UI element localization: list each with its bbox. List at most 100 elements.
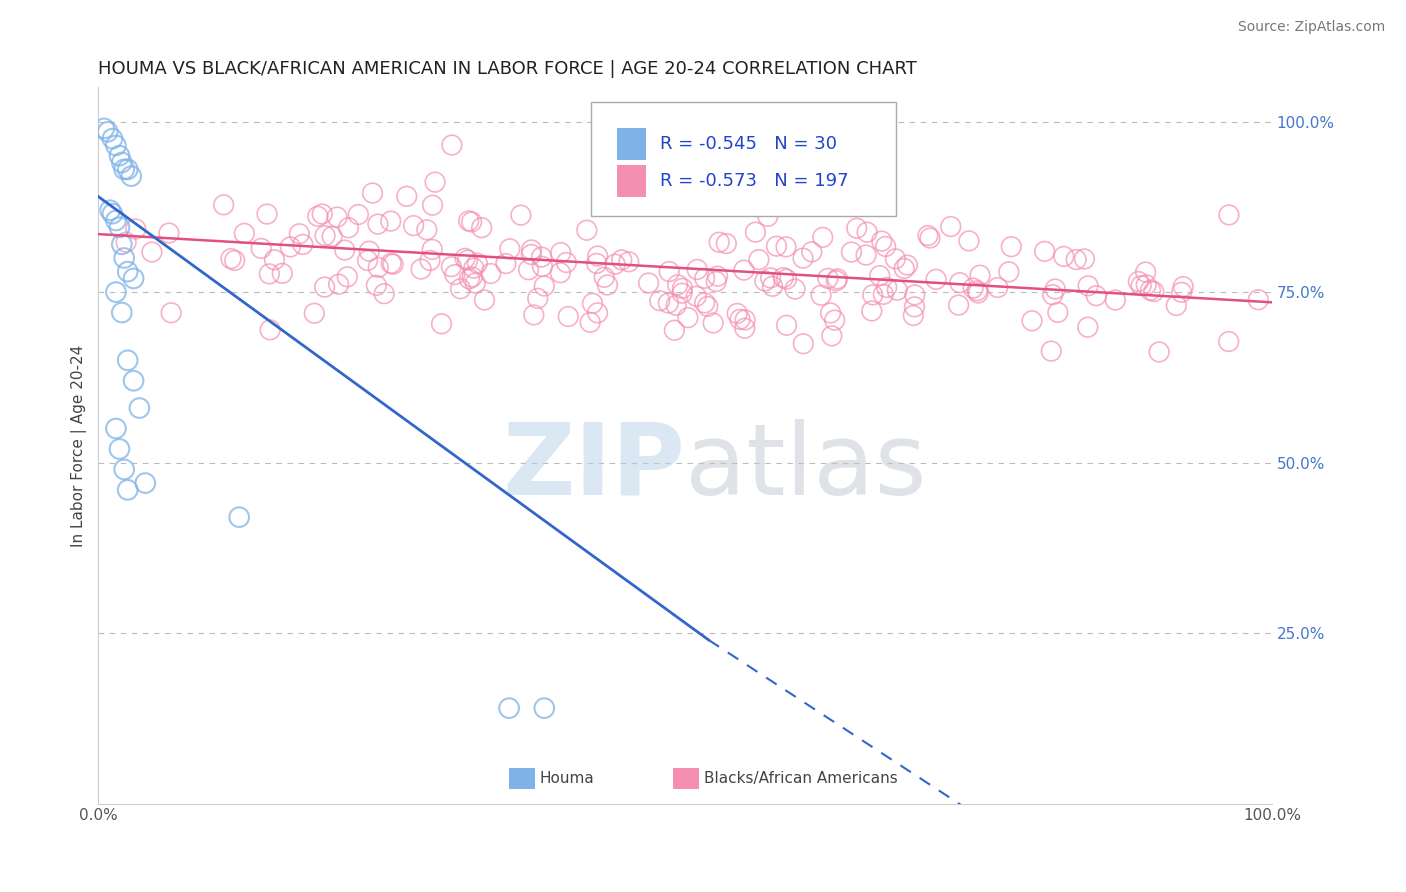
Point	[134, 476, 156, 491]
Point	[157, 226, 180, 240]
Point	[754, 274, 776, 288]
Point	[875, 239, 897, 253]
Point	[112, 162, 135, 177]
Point	[555, 255, 578, 269]
Point	[1077, 278, 1099, 293]
Point	[550, 266, 572, 280]
Point	[122, 271, 145, 285]
Point	[811, 230, 834, 244]
Point	[1173, 279, 1195, 293]
Point	[671, 281, 693, 295]
Point	[1000, 240, 1022, 254]
Point	[250, 242, 273, 256]
Point	[657, 296, 679, 310]
Point	[347, 207, 370, 221]
Point	[969, 268, 991, 283]
Point	[709, 235, 731, 250]
Point	[1130, 278, 1153, 293]
Point	[824, 313, 846, 327]
Point	[772, 270, 794, 285]
Point	[686, 262, 709, 277]
Point	[728, 312, 751, 326]
Point	[557, 310, 579, 324]
Point	[117, 265, 139, 279]
Point	[579, 315, 602, 329]
Point	[869, 268, 891, 283]
Point	[533, 279, 555, 293]
Point	[280, 240, 302, 254]
Point	[108, 220, 131, 235]
Point	[373, 286, 395, 301]
Point	[457, 214, 479, 228]
Point	[596, 277, 619, 292]
Point	[1104, 293, 1126, 307]
Point	[380, 214, 402, 228]
Point	[423, 175, 446, 189]
Point	[1073, 252, 1095, 266]
Point	[495, 256, 517, 270]
Point	[509, 208, 531, 222]
Point	[903, 300, 925, 314]
Point	[581, 296, 603, 310]
Point	[1033, 244, 1056, 259]
Point	[409, 262, 432, 277]
Point	[702, 316, 724, 330]
Point	[775, 318, 797, 333]
Point	[957, 234, 980, 248]
Point	[444, 268, 467, 282]
Point	[800, 244, 823, 259]
Point	[1143, 285, 1166, 299]
Point	[111, 155, 134, 169]
Point	[1045, 282, 1067, 296]
Point	[382, 257, 405, 271]
Point	[314, 280, 336, 294]
Point	[1147, 345, 1170, 359]
Point	[761, 279, 783, 293]
Point	[918, 231, 941, 245]
Text: R = -0.545   N = 30: R = -0.545 N = 30	[661, 135, 838, 153]
Point	[1021, 314, 1043, 328]
Point	[97, 125, 120, 139]
Point	[939, 219, 962, 234]
Point	[610, 252, 633, 267]
Point	[734, 313, 756, 327]
Point	[748, 252, 770, 267]
Point	[460, 215, 482, 229]
Point	[440, 260, 463, 274]
Point	[1139, 283, 1161, 297]
Point	[122, 374, 145, 388]
Point	[256, 207, 278, 221]
Point	[461, 270, 484, 285]
Point	[1040, 344, 1063, 359]
Point	[593, 270, 616, 285]
Point	[817, 271, 839, 285]
Point	[617, 254, 640, 268]
Point	[311, 207, 333, 221]
Point	[120, 169, 142, 183]
Point	[395, 189, 418, 203]
Point	[998, 265, 1021, 279]
Point	[108, 149, 131, 163]
Point	[706, 269, 728, 284]
Point	[422, 198, 444, 212]
Point	[1046, 305, 1069, 319]
Point	[471, 220, 494, 235]
Point	[1128, 275, 1150, 289]
Point	[1218, 208, 1240, 222]
Point	[671, 286, 693, 301]
Point	[160, 306, 183, 320]
Point	[104, 285, 127, 299]
Point	[333, 243, 356, 257]
Point	[326, 210, 349, 224]
Bar	[617, 165, 647, 197]
Point	[845, 221, 868, 235]
Point	[1064, 252, 1087, 267]
Point	[637, 276, 659, 290]
Point	[756, 209, 779, 223]
Point	[108, 442, 131, 456]
Point	[658, 264, 681, 278]
Point	[886, 283, 908, 297]
Point	[533, 701, 555, 715]
Point	[111, 305, 134, 319]
Point	[1135, 265, 1157, 279]
